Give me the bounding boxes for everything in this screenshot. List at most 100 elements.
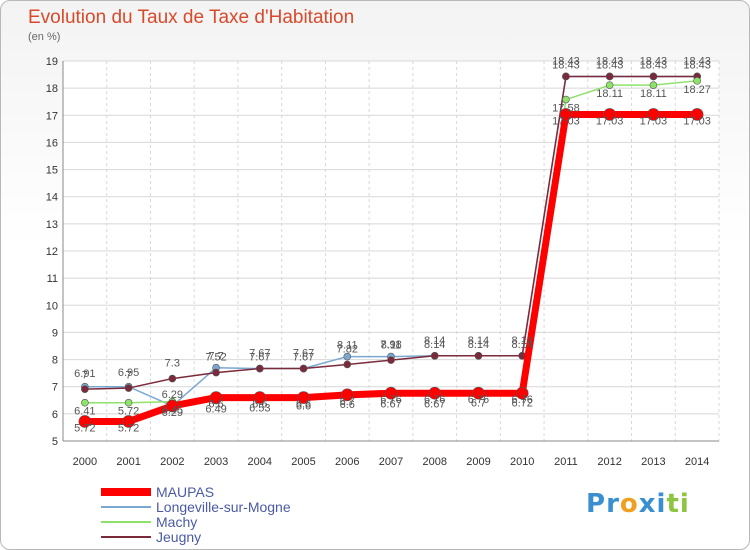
data-label: 6.6 [296,401,311,413]
data-label: 17.58 [552,103,580,115]
data-label: 18.43 [596,55,624,67]
legend-label: Longeville-sur-Mogne [156,499,291,515]
data-point [647,108,660,121]
y-tick-label: 7 [52,382,58,394]
data-point [253,391,267,404]
data-label: 17.03 [683,115,711,127]
y-tick-label: 15 [46,165,58,177]
x-tick-label: 2014 [685,456,709,468]
data-label: 18.11 [596,88,623,100]
data-label: 7.67 [293,348,314,360]
data-point [124,384,133,392]
data-label: 8.14 [468,339,489,351]
data-label: 7.3 [165,358,180,370]
proxiti-logo: Proxiti [586,489,690,519]
data-point [428,386,442,400]
legend-swatch [101,488,151,496]
data-label: 5.72 [118,406,139,418]
y-tick-label: 16 [46,137,58,149]
logo-letter: i [679,489,690,519]
legend-label: Jeugny [156,529,202,545]
y-unit-label: (en %) [28,31,61,43]
data-label: 7.52 [205,352,226,364]
data-point [605,72,614,81]
data-label: 6.67 [424,399,445,411]
data-point [430,351,439,360]
data-label: 7.98 [380,339,401,351]
data-point [515,386,529,400]
logo-letter: x [638,489,657,519]
legend-label: Machy [156,514,198,530]
data-point [343,360,352,369]
data-label: 6.41 [74,406,95,418]
data-point [340,388,354,402]
data-label: 6.6 [208,399,223,411]
x-tick-label: 2002 [160,456,184,468]
data-label: 8.14 [468,335,489,347]
logo-letter: r [606,489,620,519]
x-tick-label: 2005 [291,456,315,468]
data-label: 7.7 [208,351,223,363]
y-tick-label: 18 [46,83,58,95]
data-label: 8.14 [424,335,445,347]
x-tick-label: 2007 [379,456,403,468]
data-label: 7.67 [249,352,270,364]
data-point [562,72,570,81]
legend-item: Jeugny [101,529,361,545]
data-label: 7.67 [293,352,314,364]
data-label: 6.6 [252,399,267,411]
logo-letter: o [619,489,639,519]
data-label: 7 [126,370,132,382]
x-tick-label: 2000 [73,456,97,468]
data-label: 17.03 [640,115,668,127]
data-label: 7 [82,370,88,382]
data-point [384,386,398,400]
data-point [209,391,223,404]
data-point [693,77,701,85]
data-point [649,81,658,89]
data-label: 18.11 [640,88,667,100]
data-label: 8.11 [381,340,402,352]
y-tick-label: 14 [46,192,58,204]
data-label: 6.53 [249,402,270,414]
data-label: 5.72 [74,422,95,434]
legend-item: MAUPAS [101,484,361,500]
data-label: 6.76 [380,394,401,406]
legend-item: Machy [101,514,361,530]
data-label: 18.43 [552,55,580,67]
data-label: 18.43 [640,55,668,67]
y-tick-label: 13 [46,219,58,231]
data-label: 6.7 [471,398,486,410]
y-tick-label: 19 [46,56,58,68]
data-label: 6.95 [118,367,139,379]
data-label: 18.43 [596,59,624,71]
data-point [387,356,395,364]
data-label: 7.82 [337,343,358,355]
legend-item: Longeville-sur-Mogne [101,499,361,515]
logo-letter: i [656,489,667,519]
data-label: 6.76 [468,394,489,406]
data-point [603,108,616,121]
chart-legend: MAUPAS Longeville-sur-Mogne Machy Jeugny [101,484,361,545]
data-label: 7.67 [249,348,270,360]
x-tick-label: 2012 [597,456,621,468]
y-tick-label: 8 [52,355,58,367]
logo-letter: P [586,489,607,519]
data-point [343,352,352,361]
x-tick-label: 2001 [116,456,140,468]
x-tick-label: 2009 [466,456,490,468]
data-point [166,399,179,413]
data-label: 8.14 [424,339,445,351]
data-point [124,398,133,407]
y-tick-label: 9 [52,327,58,339]
data-point [255,364,264,373]
data-point [299,364,308,373]
data-point [690,108,704,121]
legend-label: MAUPAS [156,484,215,500]
data-label: 17.03 [552,115,580,127]
x-tick-label: 2006 [335,456,359,468]
data-point [472,386,485,400]
y-tick-label: 12 [46,246,58,258]
data-label: 6.6 [340,399,355,411]
